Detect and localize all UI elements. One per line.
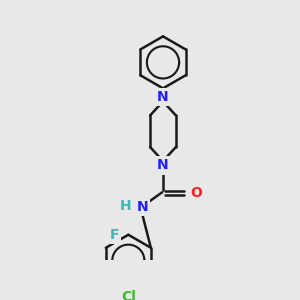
Text: Cl: Cl <box>121 290 136 300</box>
Text: H: H <box>120 199 132 213</box>
Text: F: F <box>110 228 119 242</box>
Text: N: N <box>157 90 169 104</box>
Text: O: O <box>190 186 202 200</box>
Text: N: N <box>157 158 169 172</box>
Text: N: N <box>136 200 148 214</box>
